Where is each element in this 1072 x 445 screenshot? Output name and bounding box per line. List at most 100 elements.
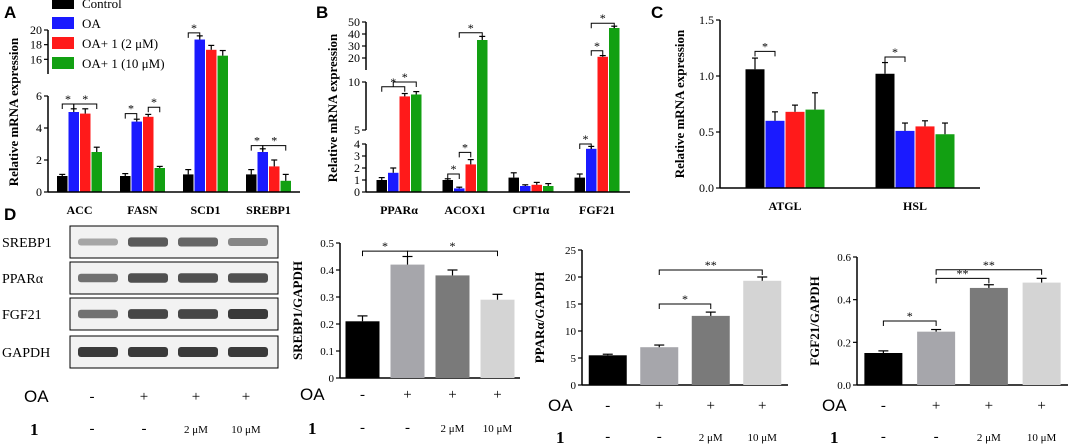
panel-d1-y-tick-label: 0.4 [320, 265, 334, 277]
panel-a-bar-oa-1-2-m-scd1 [206, 49, 217, 192]
panel-d1-y-tick-label: 0.1 [320, 346, 334, 358]
blot-band-ppar-lane-3 [178, 273, 218, 283]
panel-b-category-label: PPARα [380, 203, 418, 217]
panel-c-bar-oa-hsl [895, 130, 915, 188]
panel-b-bar-control-fgf21 [574, 177, 585, 192]
panel-c-y-tick-label: 0.0 [699, 181, 714, 195]
panel-b-significance-bracket [579, 143, 592, 149]
panel-b-bar-oa-1-10-m-fgf21 [609, 28, 620, 192]
blot-oa-sign: + [140, 389, 148, 405]
panel-a-bar-oa-1-10-m-acc [91, 152, 102, 192]
panel-a-significance-bracket [147, 106, 161, 113]
blot-oa-label: OA [24, 387, 49, 406]
panel-d3-significance-bracket [935, 277, 990, 284]
panel-d1-y-tick-label: 0 [329, 373, 335, 385]
legend-label-control: Control [82, 0, 122, 11]
panel-d1-bar-4 [480, 299, 515, 378]
panel-d1-y-tick-label: 0.3 [320, 292, 334, 304]
panel-d2-bar-2 [640, 347, 679, 385]
panel-d2-significance-label: ** [705, 258, 717, 272]
panel-b-category-label: ACOX1 [444, 203, 485, 217]
panel-a-significance-label: * [128, 102, 134, 116]
panel-a-bar-control-srebp1 [246, 174, 257, 192]
panel-b-significance-bracket [590, 22, 615, 29]
blot-drug-dose: - [90, 421, 95, 437]
panel-d3-y-tick-label: 0.6 [837, 252, 851, 264]
panel-d1-drug-dose: - [360, 420, 365, 436]
panel-a-bar-oa-1-10-m-scd1 [217, 55, 228, 192]
panel-b-y-tick-label: 5 [354, 123, 360, 137]
panel-d3-drug-dose: - [881, 429, 886, 445]
panel-a-significance-label: * [191, 21, 197, 35]
blot-row-label-fgf21: FGF21 [2, 308, 42, 323]
panel-d1-drug-dose: 10 μM [483, 423, 513, 435]
blot-band-ppar-lane-2 [128, 273, 168, 283]
panel-d-srebp1-chart: 0 0.1 0.2 0.3 0.4 0.5 SREBP1/GAPDH * * OA 1 - + + + - - 2… [290, 238, 520, 438]
panel-d3-drug-dose: - [934, 429, 939, 445]
panel-b-bar-oa-fgf21 [586, 148, 597, 192]
panel-d3-drug-dose: 10 μM [1027, 432, 1057, 444]
western-blot: SREBP1 PPARα FGF21 GAPDH OA 1 - + + + - - 2 μM 10 μM [2, 225, 279, 439]
panel-a-bar-oa-scd1 [194, 39, 205, 193]
panel-d2-significance-bracket [658, 269, 763, 275]
panel-d1-drug-label: 1 [308, 419, 317, 438]
panel-d2-drug-dose: - [605, 429, 610, 445]
panel-d2-drug-label: 1 [556, 428, 565, 445]
panel-d3-bar-1 [864, 353, 903, 385]
panel-a-bar-oa-fasn [131, 121, 142, 192]
blot-frame-srebp1 [69, 225, 279, 259]
blot-band-srebp1-lane-4 [228, 238, 268, 246]
panel-b-y-tick-label: 3 [354, 149, 360, 163]
panel-c-category-label: HSL [903, 199, 927, 213]
blot-row-label-srebp1: SREBP1 [2, 236, 52, 251]
blot-band-gapdh-lane-4 [228, 346, 268, 358]
panel-c-chart: 0.0 0.5 1.0 1.5 Relative mRNA expression ATGL… [672, 13, 980, 213]
panel-b-bar-control-acox1 [442, 180, 453, 192]
legend-label-oa-1-10-m: OA+ 1 (10 μM) [82, 56, 165, 71]
panel-d1-oa-sign: + [493, 387, 501, 403]
blot-band-fgf21-lane-1 [78, 309, 118, 319]
panel-d1-significance-bracket [407, 250, 498, 257]
blot-row-label-ppar: PPARα [2, 272, 44, 287]
panel-d3-oa-sign: + [985, 398, 993, 414]
panel-c-significance-bracket [754, 50, 776, 57]
blot-band-ppar-lane-1 [78, 273, 118, 283]
panel-c-bar-oa-1-2-m-hsl [915, 126, 935, 188]
panel-d3-bar-4 [1022, 282, 1061, 385]
panel-d2-drug-dose: 10 μM [748, 432, 778, 444]
panel-d3-bar-3 [969, 287, 1008, 385]
panel-b-category-label: CPT1α [513, 203, 550, 217]
panel-a-category-label: ACC [67, 203, 93, 217]
panel-b-y-tick-label: 20 [348, 51, 360, 65]
panel-label-b: B [316, 3, 328, 22]
panel-b-bar-oa-1-10-m-cpt1 [543, 186, 554, 192]
blot-band-fgf21-lane-3 [178, 309, 218, 319]
panel-b-bar-oa-1-2-m-fgf21 [597, 56, 608, 192]
panel-a-significance-bracket [124, 113, 138, 119]
panel-b-significance-label: * [583, 132, 589, 146]
panel-d2-significance-bracket [658, 303, 712, 309]
panel-a-category-label: SCD1 [190, 203, 220, 217]
panel-label-d: D [4, 205, 16, 224]
panel-b-category-label: FGF21 [579, 203, 615, 217]
panel-b-y-tick-label: 10 [348, 75, 360, 89]
blot-drug-dose: 2 μM [184, 424, 208, 436]
blot-band-gapdh-lane-3 [178, 346, 218, 358]
panel-d3-drug-dose: 2 μM [977, 432, 1001, 444]
panel-d2-y-axis-label: PPARα/GAPDH [532, 272, 547, 364]
legend-swatch-control [52, 0, 74, 9]
panel-c-y-tick-label: 1.0 [699, 69, 714, 83]
blot-row-label-gapdh: GAPDH [2, 346, 50, 361]
panel-d2-oa-label: OA [548, 396, 573, 415]
panel-c-significance-label: * [892, 45, 898, 59]
panel-b-significance-bracket [447, 173, 460, 179]
panel-d3-significance-bracket [882, 320, 937, 326]
panel-d1-y-axis-label: SREBP1/GAPDH [290, 261, 305, 360]
panel-d1-oa-sign: + [403, 387, 411, 403]
panel-c-y-axis-label: Relative mRNA expression [672, 29, 687, 178]
legend-swatch-oa-1-2-m [52, 37, 74, 49]
panel-b-significance-bracket [392, 81, 417, 87]
panel-b-y-tick-label: 4 [354, 137, 360, 151]
